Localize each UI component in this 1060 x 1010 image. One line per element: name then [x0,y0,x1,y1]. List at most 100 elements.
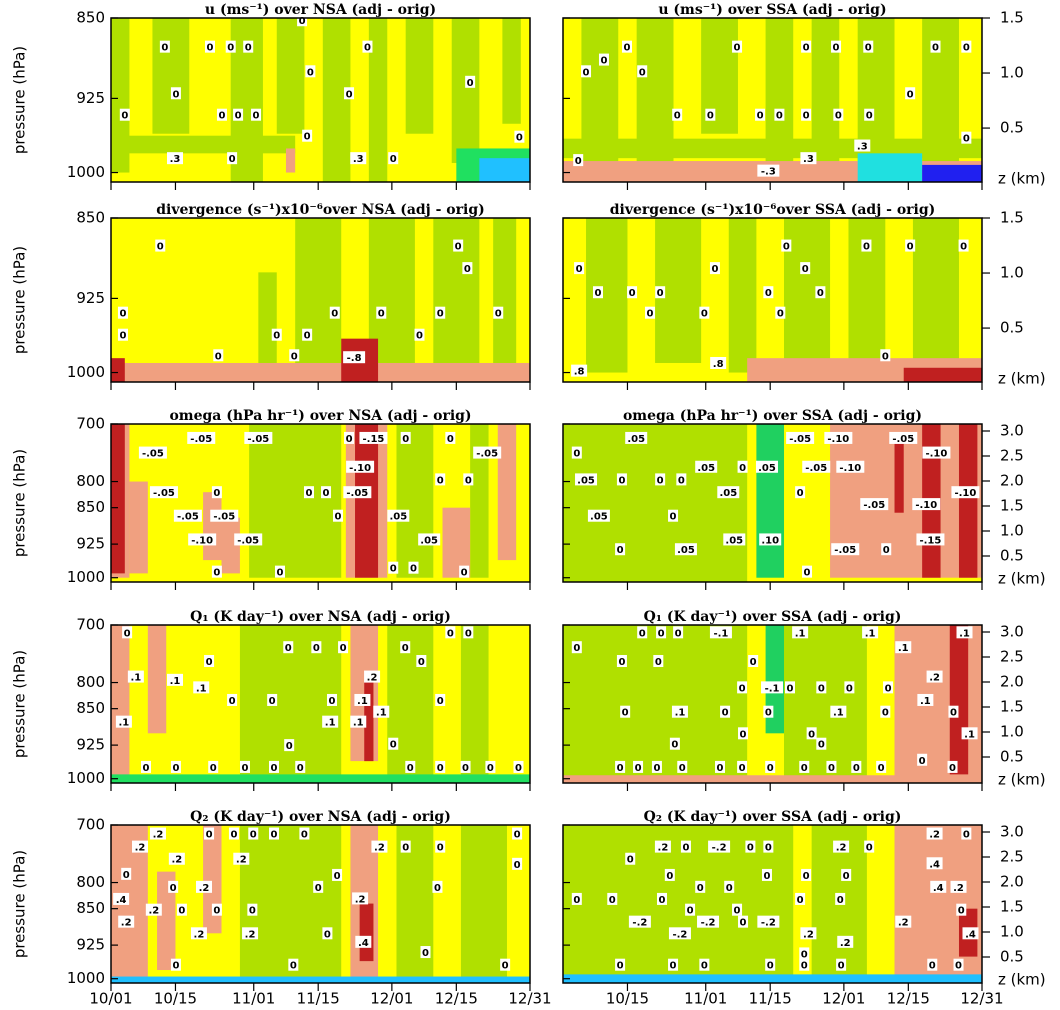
contour-label-box [303,486,314,499]
contour-label: 0 [726,883,733,894]
contour-label-box [720,705,731,718]
panel: .2 .2 0 0 0 0 0 .2 0 0 0 0 .2 .2 0 0 .2 0 0 0 .4 .2 0 0 0 .2 .2 .2.… [11,809,552,1008]
contour-label-box [244,431,273,444]
contour-label-box [416,655,427,668]
contour-label: 0 [617,763,624,774]
contour-label: 0 [701,309,708,320]
contour-label: 0 [843,871,850,882]
y-tick-label: 800 [76,472,105,490]
contour-label: .05 [627,434,645,445]
contour-label-box [625,431,648,444]
contour-label: 0 [461,568,468,579]
contour-label: .2 [658,843,669,854]
contour-band [111,358,125,382]
panel-title: u (ms⁻¹) over NSA (adj - orig) [205,2,436,18]
contour-label: .1 [196,683,207,694]
contour-label-box [664,868,675,881]
contour-label-box [737,760,748,773]
contour-label: .05 [697,463,715,474]
contour-label: 0 [297,763,304,774]
contour-label-box [668,509,679,522]
contour-label: 0 [515,763,522,774]
contour-label-box [637,626,648,639]
contour-label-box [930,40,941,53]
contour-label: 0 [618,657,625,668]
contour-label-box [305,65,316,78]
contour-label-box [961,827,972,840]
contour-label: 0 [467,78,474,89]
contour-label-box [242,927,259,940]
contour-label-box [830,705,847,718]
y2-tick-label: 1.0 [1000,522,1024,540]
contour-label-box [655,286,666,299]
plot-frame [110,624,531,784]
contour-label-box [951,486,980,499]
x-tick-label: 11/01 [684,990,727,1008]
contour-label: 0 [213,906,220,917]
contour-label-box [513,760,524,773]
contour-label: 0 [465,628,472,639]
contour-label-box [956,903,967,916]
contour-label: 0 [765,708,772,719]
contour-label-box [213,349,224,362]
contour-label: 0 [447,434,454,445]
contour-label-box [208,760,219,773]
contour-label: .8 [574,367,585,378]
y2-tick-label: 1.5 [1000,898,1024,916]
contour-label: 0 [170,883,177,894]
contour-label-box [615,760,626,773]
contour-label-box [432,880,443,893]
contour-label: 0 [143,763,150,774]
contour-label-box [815,286,826,299]
contour-label: .2 [840,938,851,949]
contour-label-box [607,892,618,905]
contour-label-box [327,693,338,706]
contour-label: 0 [666,871,673,882]
y2-tick-label: 0.5 [1000,547,1024,565]
contour-label-box [737,681,748,694]
contour-label-box [118,915,135,928]
contour-label: 0 [629,288,636,299]
contour-label: .05 [758,463,776,474]
contour-label: 0 [227,43,234,54]
plot-frame [110,217,531,383]
contour-label-box [824,431,853,444]
contour-label: 0 [765,288,772,299]
contour-label-box [699,958,710,971]
contour-label: .3 [170,154,181,165]
contour-label: 0 [573,643,580,654]
contour-label: 0 [803,871,810,882]
contour-label: .1 [119,718,130,729]
contour-band [129,481,148,574]
contour-label-box [880,349,891,362]
contour-label-box [917,753,928,766]
contour-label-box [388,737,399,750]
contour-label-box [962,927,979,940]
contour-label-box [196,880,213,893]
contour-label: 0 [437,309,444,320]
contour-label-box [364,670,381,683]
contour-label-box [748,655,759,668]
contour-label-box [355,935,372,948]
contour-label-box [761,681,784,694]
contour-label-box [953,958,964,971]
contour-label: 0 [455,242,462,253]
contour-label-box [755,108,766,121]
contour-label: 0 [707,111,714,122]
contour-label: 0 [285,643,292,654]
contour-label-box [248,827,259,840]
contour-label-box [654,840,671,853]
contour-label: 0 [627,855,634,866]
contour-label: 0 [487,763,494,774]
y-tick-label: 700 [76,415,105,433]
y-tick-label: 1000 [67,769,105,787]
y-tick-label: 700 [76,816,105,834]
contour-label-box [723,533,746,546]
contour-label-box [234,533,263,546]
contour-label-box [210,509,239,522]
contour-label-box [465,75,476,88]
contour-label: 0 [301,830,308,841]
contour-label: 0 [803,111,810,122]
contour-label: 0 [229,696,236,707]
contour-label-box [765,760,776,773]
